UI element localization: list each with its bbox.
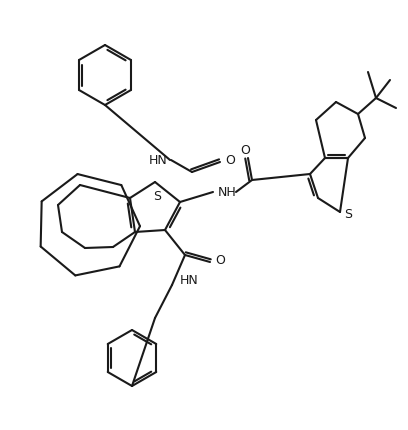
Text: HN: HN xyxy=(180,274,199,288)
Text: S: S xyxy=(153,190,161,203)
Text: S: S xyxy=(344,209,352,221)
Text: HN: HN xyxy=(149,154,168,166)
Text: O: O xyxy=(215,254,225,267)
Text: O: O xyxy=(240,144,250,157)
Text: NH: NH xyxy=(218,185,237,199)
Text: O: O xyxy=(225,154,235,166)
